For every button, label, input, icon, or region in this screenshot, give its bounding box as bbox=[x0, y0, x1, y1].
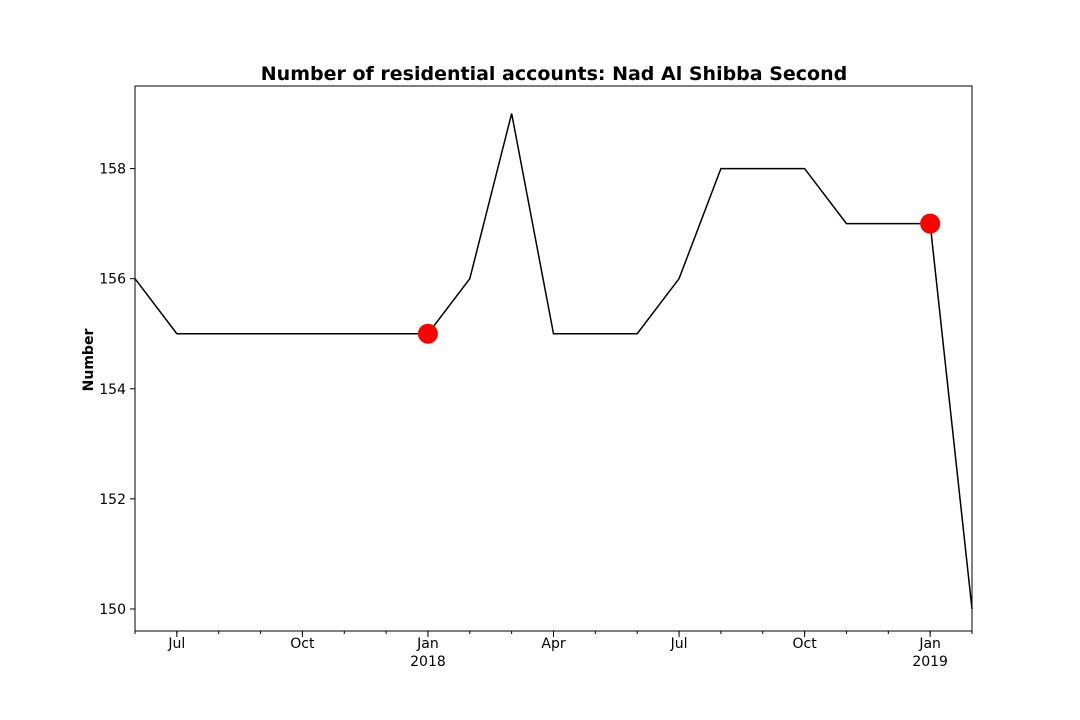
x-tick-label: Jan bbox=[416, 636, 439, 652]
x-tick-label: Oct bbox=[792, 636, 817, 652]
series-line bbox=[134, 113, 973, 610]
x-tick-year-label: 2018 bbox=[410, 654, 446, 670]
x-tick-label: Jul bbox=[670, 636, 688, 652]
y-tick-label: 158 bbox=[99, 162, 126, 178]
plot-area: 150 152 154 156 158 Jul Oct Jan 2018 Apr Jul Oct Jan… bbox=[99, 85, 973, 670]
y-tick-label: 156 bbox=[99, 272, 126, 288]
x-tick-year-label: 2019 bbox=[912, 654, 948, 670]
y-tick-label: 152 bbox=[99, 492, 126, 508]
x-tick-label: Jul bbox=[167, 636, 185, 652]
y-axis-label: Number bbox=[81, 329, 97, 392]
x-tick-label: Jan bbox=[918, 636, 941, 652]
chart-title: Number of residential accounts: Nad Al S… bbox=[261, 63, 847, 85]
highlight-point bbox=[920, 213, 941, 234]
y-tick-label: 150 bbox=[99, 602, 126, 618]
x-tick-label: Apr bbox=[541, 636, 565, 652]
plot-frame bbox=[134, 85, 973, 632]
y-tick-label: 154 bbox=[99, 382, 126, 398]
x-tick-label: Oct bbox=[290, 636, 315, 652]
highlight-point bbox=[417, 323, 438, 344]
